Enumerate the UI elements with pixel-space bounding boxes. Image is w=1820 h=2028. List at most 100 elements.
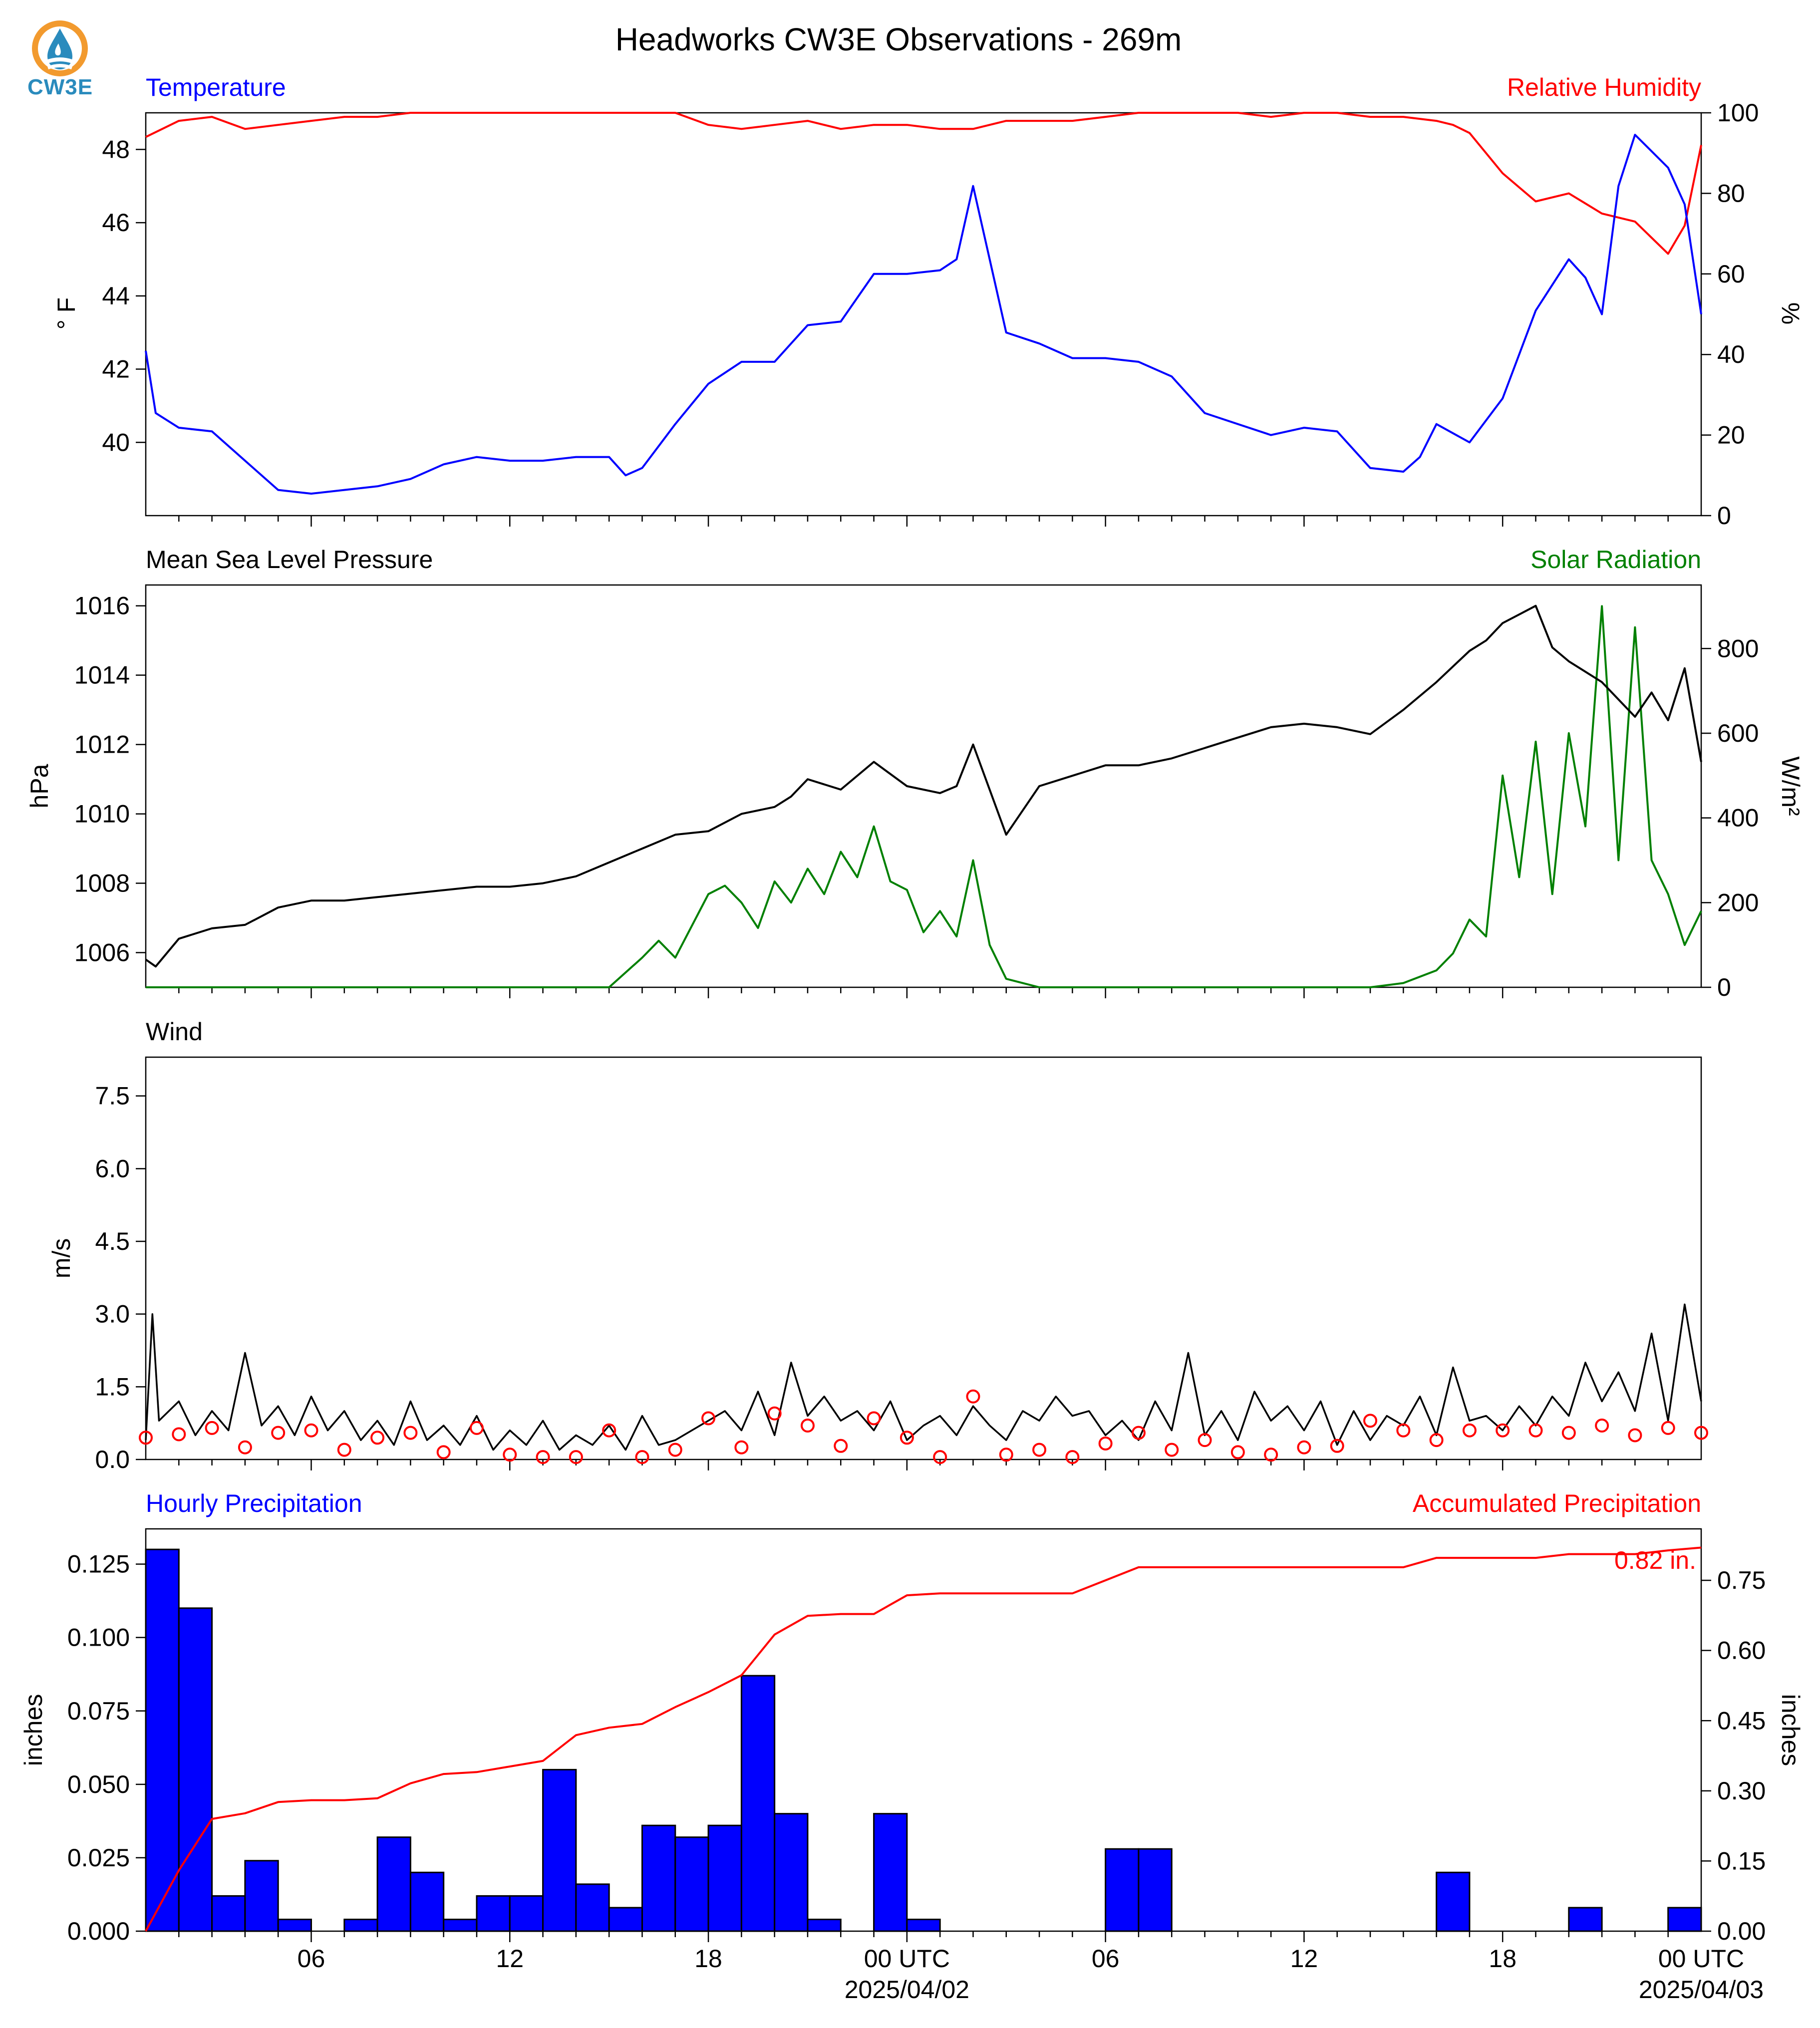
temp-y-label: 44 — [102, 282, 130, 310]
plot-frame — [145, 584, 1702, 988]
wind-direction-marker — [1098, 1436, 1113, 1450]
rh-y-label: 100 — [1717, 99, 1759, 127]
precip-bar — [509, 1895, 544, 1932]
precip-bar — [674, 1836, 709, 1932]
hourly-y-label: 0.075 — [67, 1697, 130, 1725]
accum-y-label: 0.15 — [1717, 1847, 1766, 1875]
precip-bar — [641, 1824, 676, 1932]
precip-bar — [145, 1548, 180, 1932]
precip-bar — [343, 1918, 378, 1932]
wind-direction-marker — [536, 1450, 550, 1464]
wind-direction-marker — [403, 1426, 418, 1440]
wind-y-label: 3.0 — [95, 1300, 130, 1328]
wind-direction-marker — [668, 1443, 682, 1457]
wind-direction-marker — [966, 1389, 980, 1404]
accum-precip-title: Accumulated Precipitation — [1413, 1489, 1701, 1517]
wind-direction-marker — [834, 1439, 848, 1453]
x-date-label: 2025/04/02 — [845, 1976, 969, 2004]
precip-bar — [376, 1836, 411, 1932]
hourly-y-label: 0.000 — [67, 1917, 130, 1945]
precip-bar — [244, 1860, 279, 1932]
pressure-y-label: 1014 — [74, 661, 130, 689]
solar-y-label: 0 — [1717, 973, 1731, 1001]
solar-y-label: 200 — [1717, 888, 1759, 916]
wind-direction-marker — [1330, 1439, 1344, 1453]
wind-y-label: 1.5 — [95, 1373, 130, 1401]
accum-y-label: 0.75 — [1717, 1566, 1766, 1594]
wind-direction-marker — [602, 1423, 616, 1438]
pressure-line — [145, 604, 1702, 968]
wind-direction-marker — [1230, 1445, 1245, 1459]
wind-direction-marker — [238, 1440, 252, 1454]
wind-direction-marker — [139, 1431, 153, 1445]
temperature-title: Temperature — [146, 73, 286, 101]
solar-y-label: 800 — [1717, 634, 1759, 662]
wind-direction-marker — [635, 1450, 649, 1464]
wind-direction-marker — [469, 1421, 484, 1435]
cw3e-logo-graphic — [32, 20, 88, 76]
pressure-ylabel: hPa — [25, 764, 53, 808]
solar-ylabel: W/m² — [1777, 756, 1805, 816]
logo-text: CW3E — [27, 75, 93, 99]
temp-y-label: 48 — [102, 135, 130, 163]
accum-total-label: 0.82 in. — [1614, 1546, 1696, 1574]
panel-1: Temperature Relative Humidity 40 42 44 46 48 0 2… — [52, 73, 1805, 530]
humidity-title: Relative Humidity — [1507, 73, 1701, 101]
hourly-y-label: 0.125 — [67, 1550, 130, 1578]
wind-direction-marker — [900, 1431, 914, 1445]
precip-bar — [476, 1895, 511, 1932]
precip-bar — [1667, 1907, 1702, 1932]
plot-frame — [145, 1056, 1702, 1460]
rh-y-label: 20 — [1717, 421, 1745, 449]
wind-direction-marker — [304, 1423, 318, 1438]
x-tick-label: 06 — [298, 1945, 325, 1973]
x-tick-label: 18 — [1489, 1945, 1517, 1973]
precip-bar — [575, 1883, 610, 1932]
wind-ylabel: m/s — [47, 1238, 75, 1279]
wind-direction-marker — [1694, 1426, 1708, 1440]
x-tick-label: 00 UTC — [1658, 1945, 1744, 1973]
wind-direction-marker — [436, 1445, 451, 1459]
wind-y-label: 0.0 — [95, 1446, 130, 1473]
accum-y-label: 0.45 — [1717, 1707, 1766, 1735]
temp-y-label: 46 — [102, 209, 130, 237]
x-tick-label: 06 — [1092, 1945, 1120, 1973]
wind-direction-marker — [1429, 1433, 1444, 1448]
pressure-y-label: 1012 — [74, 731, 130, 759]
plot-frame — [145, 112, 1702, 517]
wind-direction-marker — [1462, 1423, 1477, 1438]
precip-bar — [740, 1675, 776, 1932]
precip-bar — [211, 1895, 246, 1932]
wind-direction-marker — [1297, 1440, 1311, 1454]
x-date-label: 2025/04/03 — [1639, 1976, 1764, 2004]
wind-y-label: 6.0 — [95, 1155, 130, 1182]
temp-ylabel: ° F — [52, 297, 80, 329]
precip-bar — [277, 1918, 312, 1932]
wind-direction-marker — [999, 1448, 1013, 1462]
wind-direction-marker — [701, 1411, 716, 1426]
wind-direction-marker — [1661, 1421, 1675, 1435]
accum-y-label: 0.00 — [1717, 1917, 1766, 1945]
wind-direction-marker — [867, 1411, 881, 1426]
rh-ylabel: % — [1777, 302, 1805, 324]
precip-bar — [906, 1918, 941, 1932]
precip-bar — [608, 1907, 643, 1932]
wind-direction-marker — [1496, 1423, 1510, 1438]
wind-direction-marker — [503, 1448, 517, 1462]
wind-direction-marker — [1628, 1428, 1642, 1443]
precip-bar — [542, 1768, 577, 1932]
wind-speed-line — [145, 1303, 1702, 1451]
temp-y-label: 40 — [102, 428, 130, 456]
precip-bar — [178, 1607, 213, 1932]
hourly-precip-title: Hourly Precipitation — [146, 1489, 362, 1517]
wind-direction-marker — [1528, 1423, 1543, 1438]
wind-direction-marker — [205, 1421, 219, 1435]
wind-y-label: 7.5 — [95, 1082, 130, 1110]
pressure-y-label: 1006 — [74, 939, 130, 967]
accum-y-label: 0.60 — [1717, 1637, 1766, 1665]
wind-y-label: 4.5 — [95, 1227, 130, 1255]
wind-direction-marker — [1131, 1426, 1146, 1440]
wind-direction-marker — [933, 1450, 947, 1464]
wind-direction-marker — [1198, 1433, 1212, 1448]
cw3e-logo — [27, 17, 92, 102]
